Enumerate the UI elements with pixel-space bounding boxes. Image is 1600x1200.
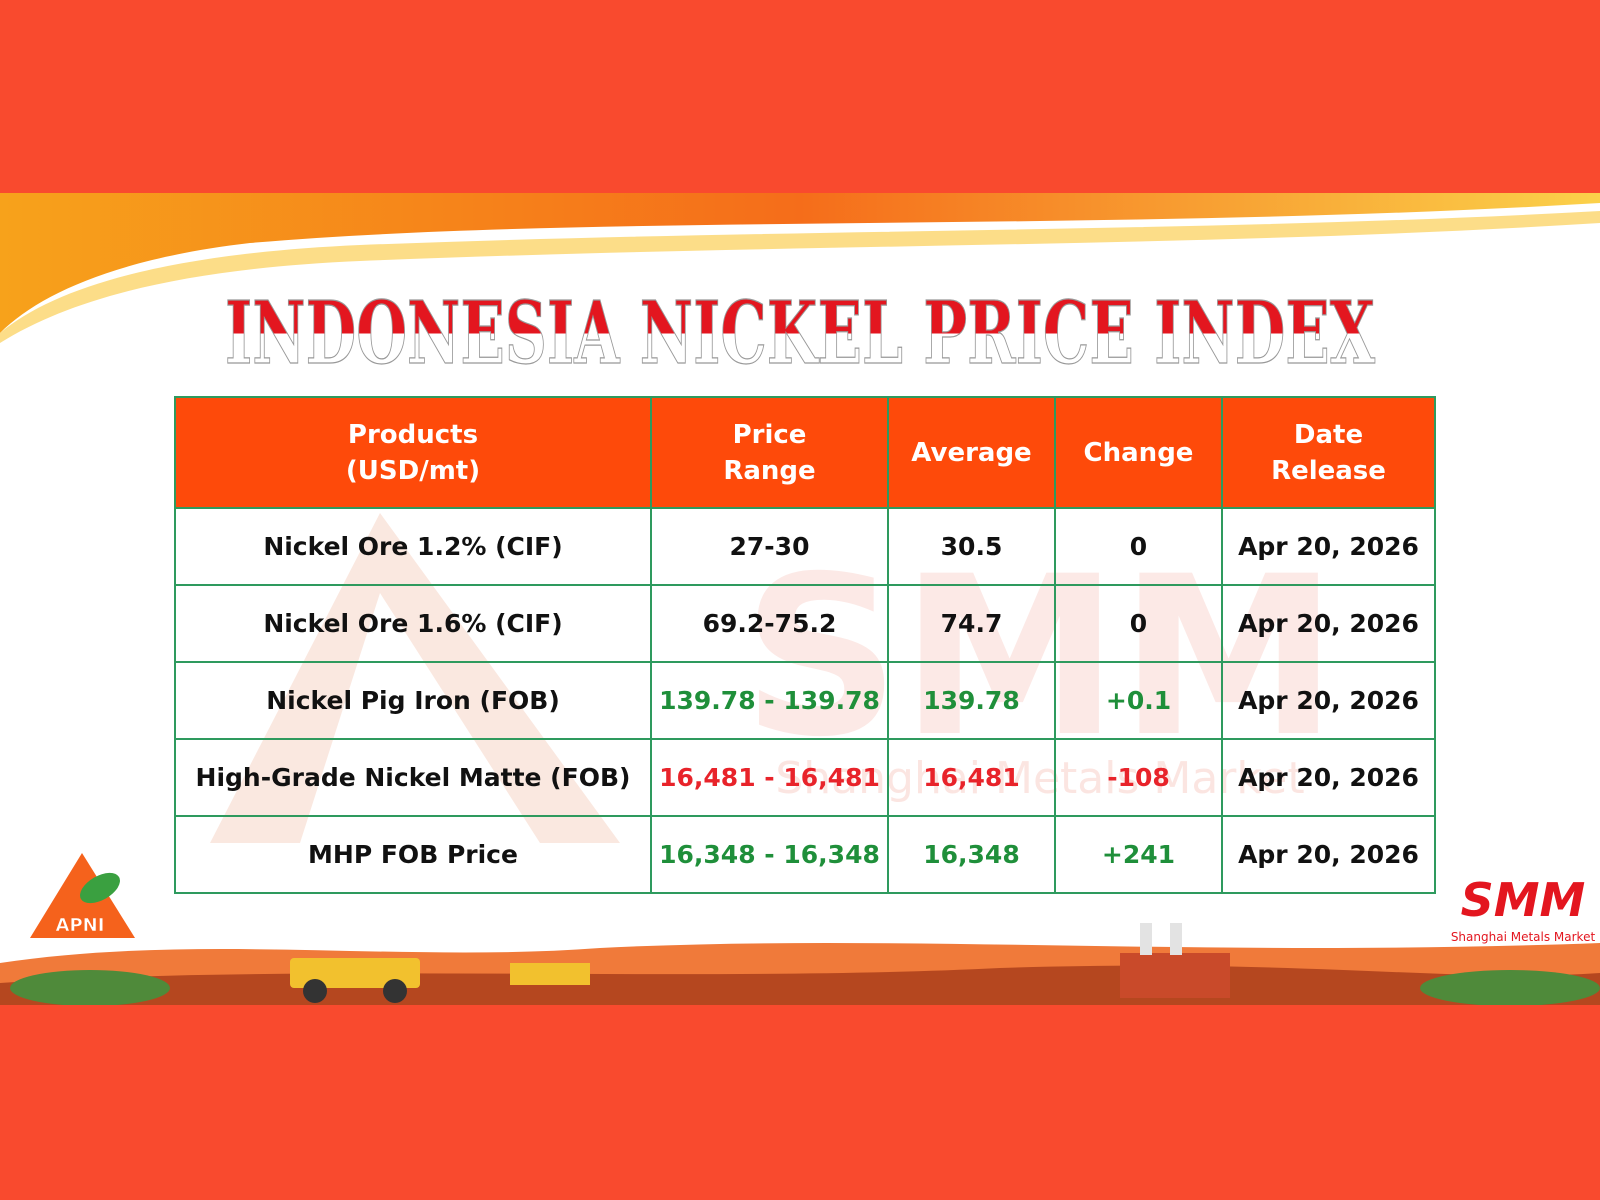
price-table: Products (USD/mt) Price Range Average Ch… [174,396,1436,894]
cell: Nickel Pig Iron (FOB) [174,661,652,740]
chimney [1170,923,1182,955]
cell: 16,481 [887,738,1056,817]
cell: 16,481 - 16,481 [650,738,889,817]
excavator [510,963,590,985]
cell: 0 [1054,584,1223,663]
cell: 69.2-75.2 [650,584,889,663]
cell: Apr 20, 2026 [1221,815,1436,894]
row: Nickel Pig Iron (FOB) 139.78 - 139.78 139.… [174,661,1436,740]
cell: MHP FOB Price [174,815,652,894]
cell: +241 [1054,815,1223,894]
header-cell: Change [1054,396,1223,509]
cell: 16,348 [887,815,1056,894]
wheel [303,979,327,1003]
cell: Apr 20, 2026 [1221,507,1436,586]
cell: Nickel Ore 1.6% (CIF) [174,584,652,663]
factory [1120,953,1230,998]
row: Nickel Ore 1.2% (CIF) 27-30 30.5 0 Apr 20, 2… [174,507,1436,586]
wheel [383,979,407,1003]
header-cell: Date Release [1221,396,1436,509]
plants [1420,970,1600,1005]
row: MHP FOB Price 16,348 - 16,348 16,348 +241 Ap… [174,815,1436,894]
cell: 16,348 - 16,348 [650,815,889,894]
cell: 30.5 [887,507,1056,586]
row: Nickel Ore 1.6% (CIF) 69.2-75.2 74.7 0 Apr 2… [174,584,1436,663]
cell: 0 [1054,507,1223,586]
apni-text: APNI [56,915,105,936]
slide: INDONESIA NICKEL PRICE INDEX SMM Shangha… [0,193,1600,1005]
cell: 139.78 - 139.78 [650,661,889,740]
cell: -108 [1054,738,1223,817]
cell: High-Grade Nickel Matte (FOB) [174,738,652,817]
header-cell: Price Range [650,396,889,509]
truck [290,958,420,988]
cell: Apr 20, 2026 [1221,738,1436,817]
cell: Apr 20, 2026 [1221,661,1436,740]
header-cell: Average [887,396,1056,509]
title: INDONESIA NICKEL PRICE INDEX [225,283,1375,384]
header-cell: Products (USD/mt) [174,396,652,509]
row: High-Grade Nickel Matte (FOB) 16,481 - 16… [174,738,1436,817]
cell: 74.7 [887,584,1056,663]
chimney [1140,923,1152,955]
smm-logo: SMM [1461,873,1586,927]
cell: 27-30 [650,507,889,586]
header-row: Products (USD/mt) Price Range Average Ch… [174,396,1436,509]
swoosh [0,193,1600,333]
cell: +0.1 [1054,661,1223,740]
cell: Nickel Ore 1.2% (CIF) [174,507,652,586]
plants [10,970,170,1005]
cell: 139.78 [887,661,1056,740]
apni-leaf [80,872,120,904]
cell: Apr 20, 2026 [1221,584,1436,663]
smm-caption: Shanghai Metals Market [1451,930,1596,944]
swoosh [0,211,1600,343]
